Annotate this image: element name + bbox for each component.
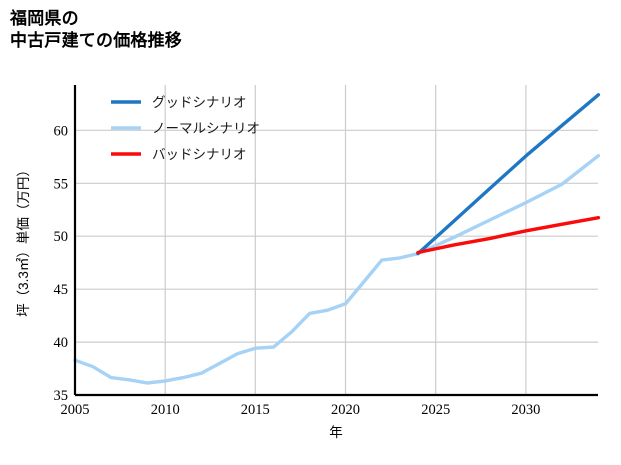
plot-background: [75, 85, 598, 395]
series-good-scenario: [416, 93, 601, 256]
y-tick-label: 55: [54, 176, 69, 192]
x-tick-label: 2010: [151, 402, 180, 418]
x-tick-label: 2020: [331, 402, 360, 418]
y-tick-label: 50: [54, 229, 69, 245]
chart-legend: グッドシナリオ ノーマルシナリオ バッドシナリオ: [111, 95, 260, 162]
y-tick-label: 60: [54, 123, 69, 139]
y-tick-label: 40: [54, 335, 69, 351]
legend-label-normal-scenario: ノーマルシナリオ: [152, 121, 260, 136]
x-tick-label: 2025: [421, 402, 450, 418]
y-tick-label: 35: [54, 388, 69, 404]
chart-title: 福岡県の 中古戸建ての価格推移: [10, 9, 182, 51]
legend-label-bad-scenario: バッドシナリオ: [152, 147, 247, 162]
x-axis-tick-labels: 2005 2010 2015 2020 2025 2030: [61, 402, 541, 418]
legend-label-good-scenario: グッドシナリオ: [152, 95, 247, 110]
x-tick-label: 2030: [511, 402, 540, 418]
y-axis-title: 坪（3.3㎡）単価（万円）: [16, 163, 31, 317]
y-tick-label: 45: [54, 282, 69, 298]
series-bad-scenario: [416, 215, 601, 255]
x-axis-title: 年: [329, 425, 343, 440]
x-tick-label: 2015: [241, 402, 270, 418]
axis-spines: [73, 85, 598, 397]
series-normal-scenario: [73, 153, 601, 385]
x-tick-label: 2005: [61, 402, 90, 418]
y-axis-tick-labels: 60 55 50 45 40 35: [54, 123, 69, 404]
